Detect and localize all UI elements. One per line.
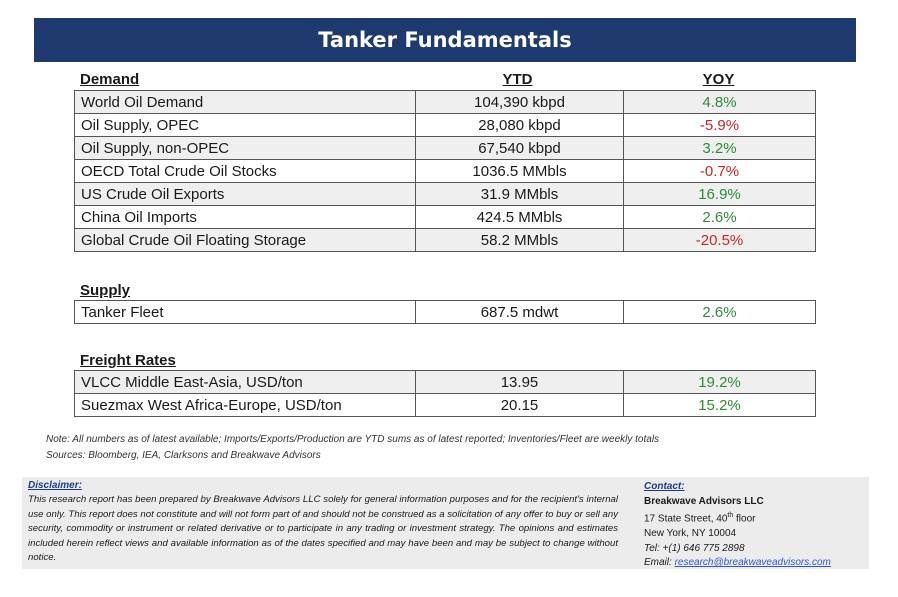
row-label: China Oil Imports bbox=[74, 205, 416, 229]
disclaimer-body: This research report has been prepared b… bbox=[28, 494, 618, 564]
freight-section-title: Freight Rates bbox=[80, 352, 176, 369]
freight-table: VLCC Middle East-Asia, USD/ton 13.95 19.2%… bbox=[74, 370, 816, 417]
ytd-value: 20.15 bbox=[415, 393, 624, 417]
street-text: 17 State Street, 40 bbox=[644, 513, 728, 525]
table-row: Tanker Fleet 687.5 mdwt 2.6% bbox=[74, 300, 816, 324]
row-label: World Oil Demand bbox=[74, 90, 416, 114]
yoy-value: -20.5% bbox=[623, 228, 816, 252]
row-label: VLCC Middle East-Asia, USD/ton bbox=[74, 370, 416, 394]
contact-block: Contact: Breakwave Advisors LLC 17 State… bbox=[644, 480, 831, 571]
yoy-value: 4.8% bbox=[623, 90, 816, 114]
disclaimer-title: Disclaimer: bbox=[28, 480, 82, 491]
table-row: Global Crude Oil Floating Storage 58.2 MM… bbox=[74, 228, 816, 252]
yoy-value: 2.6% bbox=[623, 300, 816, 324]
yoy-value: -5.9% bbox=[623, 113, 816, 137]
ytd-value: 58.2 MMbls bbox=[415, 228, 624, 252]
footer-panel: Disclaimer: This research report has bee… bbox=[22, 477, 869, 569]
table-row: Suezmax West Africa-Europe, USD/ton 20.15… bbox=[74, 393, 816, 417]
yoy-value: -0.7% bbox=[623, 159, 816, 183]
table-row: China Oil Imports 424.5 MMbls 2.6% bbox=[74, 205, 816, 229]
contact-company: Breakwave Advisors LLC bbox=[644, 495, 764, 507]
ytd-value: 31.9 MMbls bbox=[415, 182, 624, 206]
row-label: US Crude Oil Exports bbox=[74, 182, 416, 206]
demand-rows: World Oil Demand 104,390 kbpd 4.8% Oil Supp… bbox=[74, 90, 816, 252]
ytd-value: 687.5 mdwt bbox=[415, 300, 624, 324]
ytd-value: 104,390 kbpd bbox=[415, 90, 624, 114]
yoy-value: 16.9% bbox=[623, 182, 816, 206]
row-label: Global Crude Oil Floating Storage bbox=[74, 228, 416, 252]
street-sup: th bbox=[727, 512, 734, 520]
note-text: Note: All numbers as of latest available… bbox=[46, 434, 660, 445]
row-label: OECD Total Crude Oil Stocks bbox=[74, 159, 416, 183]
yoy-value: 15.2% bbox=[623, 393, 816, 417]
demand-table: World Oil Demand 104,390 kbpd 4.8% Oil Supp… bbox=[74, 90, 816, 252]
row-label: Suezmax West Africa-Europe, USD/ton bbox=[74, 393, 416, 417]
supply-rows: Tanker Fleet 687.5 mdwt 2.6% bbox=[74, 300, 816, 324]
page-header: Tanker Fundamentals bbox=[34, 18, 856, 62]
table-row: US Crude Oil Exports 31.9 MMbls 16.9% bbox=[74, 182, 816, 206]
table-row: VLCC Middle East-Asia, USD/ton 13.95 19.2% bbox=[74, 370, 816, 394]
sources-text: Sources: Bloomberg, IEA, Clarksons and B… bbox=[46, 450, 321, 461]
table-row: Oil Supply, OPEC 28,080 kbpd -5.9% bbox=[74, 113, 816, 137]
table-row: Oil Supply, non-OPEC 67,540 kbpd 3.2% bbox=[74, 136, 816, 160]
supply-section-title: Supply bbox=[80, 282, 131, 299]
street-floor: floor bbox=[733, 513, 756, 525]
ytd-value: 13.95 bbox=[415, 370, 624, 394]
contact-street: 17 State Street, 40th floor bbox=[644, 509, 831, 527]
contact-title: Contact: bbox=[644, 481, 685, 492]
contact-email-line: Email: research@breakwaveadvisors.com bbox=[644, 556, 831, 571]
ytd-value: 424.5 MMbls bbox=[415, 205, 624, 229]
email-label: Email: bbox=[644, 557, 675, 569]
contact-city: New York, NY 10004 bbox=[644, 528, 737, 540]
supply-table: Tanker Fleet 687.5 mdwt 2.6% bbox=[74, 300, 816, 324]
ytd-column-header: YTD bbox=[502, 71, 533, 88]
row-label: Oil Supply, non-OPEC bbox=[74, 136, 416, 160]
email-link[interactable]: research@breakwaveadvisors.com bbox=[674, 557, 831, 569]
yoy-column-header: YOY bbox=[702, 71, 735, 88]
ytd-value: 67,540 kbpd bbox=[415, 136, 624, 160]
page-title: Tanker Fundamentals bbox=[318, 28, 572, 52]
row-label: Oil Supply, OPEC bbox=[74, 113, 416, 137]
row-label: Tanker Fleet bbox=[74, 300, 416, 324]
ytd-value: 1036.5 MMbls bbox=[415, 159, 624, 183]
demand-section-title: Demand bbox=[80, 71, 140, 88]
table-row: World Oil Demand 104,390 kbpd 4.8% bbox=[74, 90, 816, 114]
table-row: OECD Total Crude Oil Stocks 1036.5 MMbls -… bbox=[74, 159, 816, 183]
freight-rows: VLCC Middle East-Asia, USD/ton 13.95 19.2%… bbox=[74, 370, 816, 417]
yoy-value: 3.2% bbox=[623, 136, 816, 160]
ytd-value: 28,080 kbpd bbox=[415, 113, 624, 137]
contact-phone: Tel: +(1) 646 775 2898 bbox=[644, 542, 745, 554]
yoy-value: 19.2% bbox=[623, 370, 816, 394]
yoy-value: 2.6% bbox=[623, 205, 816, 229]
